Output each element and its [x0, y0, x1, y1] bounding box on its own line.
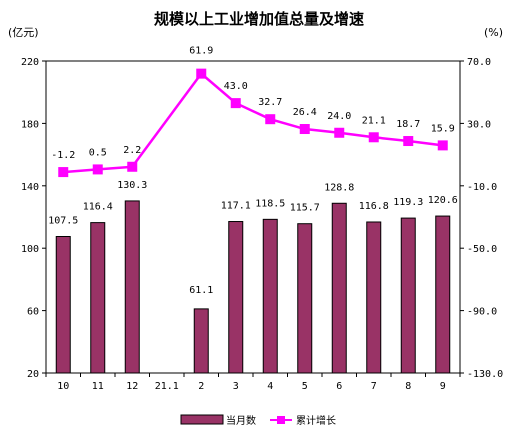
bar	[90, 222, 106, 374]
legend-bar-label: 当月数	[226, 414, 256, 427]
line-data-label: 24.0	[327, 111, 351, 122]
x-axis-tick-label: 3	[233, 381, 239, 392]
line-data-label: 21.1	[362, 115, 386, 126]
line-point	[230, 98, 241, 109]
x-axis-tick-label: 12	[126, 381, 138, 392]
line-data-label: 43.0	[224, 81, 248, 92]
plot-area-frame	[45, 60, 461, 374]
bar	[297, 223, 313, 374]
bar-data-label: 130.3	[117, 180, 147, 191]
left-axis-unit: (亿元)	[8, 26, 39, 39]
left-axis-tick-label: 20	[27, 369, 39, 380]
bar-data-label: 128.8	[324, 182, 354, 193]
bar	[435, 215, 451, 374]
bar	[366, 221, 382, 374]
line-point	[127, 161, 138, 172]
right-axis-tick-label: -90.0	[467, 307, 497, 318]
data-label-group: 107.5 116.4 130.3 61.1 117.1 118.5 115.7 128.8 1…	[48, 46, 458, 296]
right-axis-tick-label: 70.0	[467, 57, 491, 68]
right-axis-tick-label: -130.0	[467, 369, 503, 380]
left-axis-tick-label: 60	[27, 307, 39, 318]
x-axis-tick-label: 4	[267, 381, 273, 392]
line-data-label: 18.7	[396, 119, 420, 130]
x-axis-tick-label: 6	[336, 381, 342, 392]
x-axis-tick-label: 2	[198, 381, 204, 392]
left-axis-tick-label: 220	[21, 57, 39, 68]
line-point	[299, 124, 310, 135]
bar	[228, 221, 244, 374]
bar	[55, 236, 71, 374]
right-axis-unit: (%)	[484, 26, 503, 39]
bar	[331, 202, 347, 374]
line-point	[403, 136, 414, 147]
legend-bar-swatch	[180, 414, 224, 425]
line-data-label: -1.2	[51, 150, 75, 161]
line-point	[196, 68, 207, 79]
x-axis-tick-label: 5	[302, 381, 308, 392]
line-data-label: 61.9	[189, 46, 213, 57]
line-point	[334, 127, 345, 138]
line-point	[92, 164, 103, 175]
bar	[262, 218, 278, 374]
bar-data-label: 118.5	[255, 198, 285, 209]
left-axis-tick-label: 100	[21, 244, 39, 255]
x-axis-tick-label: 21.1	[155, 381, 179, 392]
x-axis-tick-label: 10	[57, 381, 69, 392]
bar-data-label: 116.4	[83, 202, 113, 213]
axis-group: 2060100140180220-130.0-90.0-50.0-10.030.…	[21, 57, 503, 392]
line-data-label: 2.2	[123, 145, 141, 156]
bar-data-label: 107.5	[48, 216, 78, 227]
line-data-label: 32.7	[258, 97, 282, 108]
bar-data-label: 115.7	[290, 203, 320, 214]
legend-line-label: 累计增长	[296, 414, 336, 427]
bar-data-label: 119.3	[393, 197, 423, 208]
bar-data-label: 116.8	[359, 201, 389, 212]
legend-line-marker	[277, 416, 285, 424]
right-axis-tick-label: -50.0	[467, 244, 497, 255]
bar-data-label: 61.1	[189, 285, 213, 296]
x-axis-tick-label: 7	[371, 381, 377, 392]
line-segment	[131, 72, 203, 168]
line-point	[437, 140, 448, 151]
line-segment	[200, 72, 443, 147]
right-axis-tick-label: -10.0	[467, 182, 497, 193]
chart-title: 规模以上工业增加值总量及增速	[154, 10, 364, 28]
x-axis-tick-label: 8	[405, 381, 411, 392]
line-series-group	[58, 68, 448, 178]
left-axis-tick-label: 180	[21, 119, 39, 130]
right-axis-tick-label: 30.0	[467, 119, 491, 130]
bar-data-label: 117.1	[221, 201, 251, 212]
line-point	[368, 132, 379, 143]
left-axis-tick-label: 140	[21, 182, 39, 193]
line-data-label: 26.4	[293, 107, 317, 118]
x-axis-tick-label: 11	[92, 381, 104, 392]
line-data-label: 15.9	[431, 123, 455, 134]
line-point	[265, 114, 276, 125]
bar	[400, 217, 416, 374]
line-data-label: 0.5	[89, 147, 107, 158]
line-point	[58, 167, 69, 178]
bar-data-label: 120.6	[428, 195, 458, 206]
bar	[124, 200, 140, 374]
legend: 当月数 累计增长	[180, 414, 336, 427]
bar-series-group	[55, 200, 451, 374]
bar	[193, 308, 209, 374]
x-axis-tick-label: 9	[440, 381, 446, 392]
